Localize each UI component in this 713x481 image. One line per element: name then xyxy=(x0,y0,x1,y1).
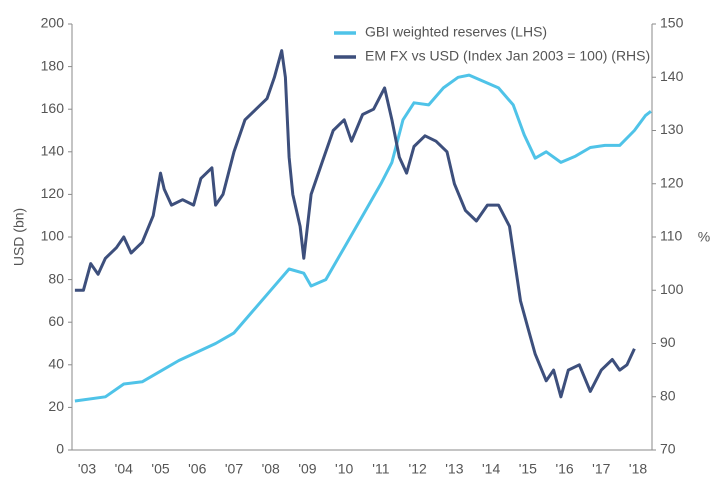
y-tick-label: 20 xyxy=(48,398,64,414)
x-tick-label: '09 xyxy=(298,461,316,477)
y-tick-label: 100 xyxy=(41,228,65,244)
y-tick-label: 120 xyxy=(41,185,65,201)
y-tick-label: 40 xyxy=(48,356,64,372)
x-tick-label: '03 xyxy=(78,461,96,477)
y2-tick-label: 120 xyxy=(660,174,684,190)
legend-label: GBI weighted reserves (LHS) xyxy=(365,24,547,40)
y2-axis-label: % xyxy=(698,229,710,245)
x-tick-label: '13 xyxy=(445,461,463,477)
y-tick-label: 0 xyxy=(56,441,64,457)
x-tick-label: '05 xyxy=(151,461,169,477)
y-tick-label: 140 xyxy=(41,143,65,159)
x-tick-label: '16 xyxy=(555,461,573,477)
y2-tick-label: 130 xyxy=(660,121,684,137)
series-line xyxy=(74,49,636,399)
x-tick-label: '06 xyxy=(188,461,206,477)
y2-tick-label: 150 xyxy=(660,15,684,31)
series-line xyxy=(74,73,652,403)
y-tick-label: 60 xyxy=(48,313,64,329)
y-tick-label: 160 xyxy=(41,100,65,116)
x-tick-label: '08 xyxy=(262,461,280,477)
y2-tick-label: 80 xyxy=(660,387,676,403)
y-tick-label: 180 xyxy=(41,57,65,73)
y2-tick-label: 70 xyxy=(660,441,676,457)
x-tick-label: '04 xyxy=(115,461,133,477)
y2-tick-label: 140 xyxy=(660,68,684,84)
y2-tick-label: 90 xyxy=(660,334,676,350)
x-tick-label: '18 xyxy=(629,461,647,477)
y2-tick-label: 110 xyxy=(660,228,683,244)
y-axis-label: USD (bn) xyxy=(11,208,27,266)
y-tick-label: 200 xyxy=(41,15,65,31)
x-tick-label: '07 xyxy=(225,461,243,477)
x-tick-label: '10 xyxy=(335,461,353,477)
x-tick-label: '17 xyxy=(592,461,610,477)
x-tick-label: '15 xyxy=(519,461,537,477)
y2-tick-label: 100 xyxy=(660,281,684,297)
legend-label: EM FX vs USD (Index Jan 2003 = 100) (RHS… xyxy=(365,48,650,64)
x-tick-label: '11 xyxy=(372,461,389,477)
x-tick-label: '12 xyxy=(409,461,427,477)
x-tick-label: '14 xyxy=(482,461,500,477)
y-tick-label: 80 xyxy=(48,270,64,286)
